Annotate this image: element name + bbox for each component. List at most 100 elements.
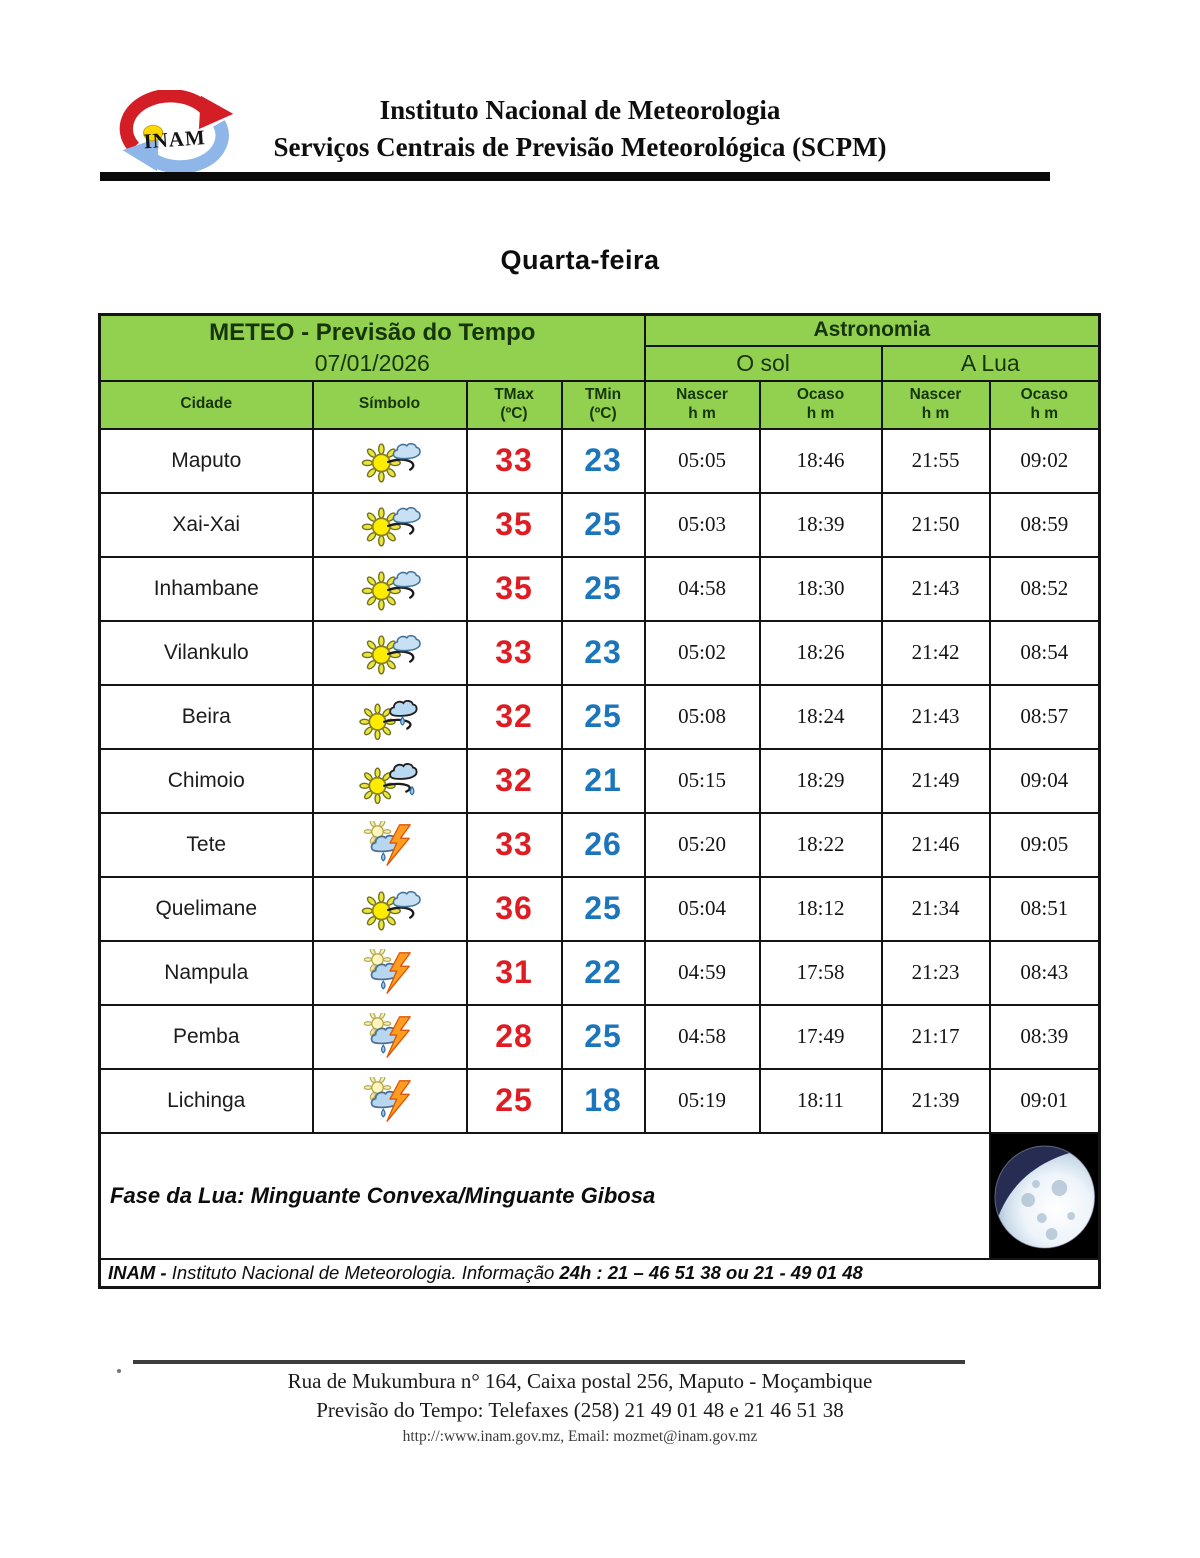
rain-cloud-icon [388, 762, 417, 780]
forecast-row: Lichinga 25 18 05:19 18:11 21:39 09:01 [98, 1067, 1101, 1134]
moon-rise-time: 21:42 [880, 619, 991, 686]
sun-rise-time: 05:19 [643, 1067, 761, 1134]
moon-group-header: A Lua [880, 344, 1101, 382]
city-name: Pemba [98, 1003, 314, 1070]
raindrop-icon [380, 979, 386, 990]
city-name: Vilankulo [98, 619, 314, 686]
partly-cloudy-icon [361, 442, 421, 483]
lightning-icon [385, 823, 411, 866]
tmax-value: 31 [465, 939, 563, 1006]
moon-set-time: 08:51 [988, 875, 1101, 942]
sun-group-header: O sol [643, 344, 883, 382]
moon-photo [991, 1134, 1098, 1257]
raindrop-icon [409, 785, 414, 796]
moon-rise-time: 21:43 [880, 683, 991, 750]
col-header-moonset: Ocaso h m [988, 379, 1101, 430]
header-rule [100, 172, 1050, 181]
sun-set-time: 17:49 [758, 1003, 883, 1070]
info-phones: 24h : 21 – 46 51 38 ou 21 - 49 01 48 [559, 1261, 863, 1283]
city-name: Lichinga [98, 1067, 314, 1134]
moon-rise-time: 21:43 [880, 555, 991, 622]
city-name: Inhambane [98, 555, 314, 622]
moon-set-time: 08:39 [988, 1003, 1101, 1070]
inam-info-line: INAM - Instituto Nacional de Meteorologi… [98, 1257, 1101, 1289]
meteo-header: METEO - Previsão do Tempo 07/01/2026 [98, 313, 646, 382]
footer-web: http://:www.inam.gov.mz, Email: mozmet@i… [402, 1428, 758, 1445]
astronomy-header: Astronomia [643, 313, 1101, 347]
forecast-table-wrap: METEO - Previsão do Tempo 07/01/2026 Ast… [98, 313, 1102, 1289]
meteo-title: METEO - Previsão do Tempo [209, 318, 536, 346]
forecast-row: Chimoio 32 21 05:15 18:29 21:49 09:04 [98, 747, 1101, 814]
sun-rise-time: 04:58 [643, 1003, 761, 1070]
tmax-value: 33 [465, 811, 563, 878]
forecast-row: Quelimane 36 25 05:04 18:12 21:34 08:51 [98, 875, 1101, 942]
city-name: Xai-Xai [98, 491, 314, 558]
thunderstorm-icon [363, 820, 411, 866]
tmax-value: 32 [465, 683, 563, 750]
moon-set-time: 09:04 [988, 747, 1101, 814]
moon-set-time: 09:01 [988, 1067, 1101, 1134]
moon-set-time: 08:59 [988, 491, 1101, 558]
sun-icon [361, 442, 401, 483]
info-middle: Instituto Nacional de Meteorologia. Info… [171, 1261, 560, 1283]
col-header-tmax: TMax (ºC) [465, 379, 563, 430]
tmin-value: 25 [560, 1003, 646, 1070]
tmin-value: 25 [560, 555, 646, 622]
sun-rise-time: 05:03 [643, 491, 761, 558]
city-name: Chimoio [98, 747, 314, 814]
moon-set-time: 08:43 [988, 939, 1101, 1006]
tmax-value: 25 [465, 1067, 563, 1134]
moon-rise-time: 21:49 [880, 747, 991, 814]
moon-rise-time: 21:55 [880, 427, 991, 494]
partly-cloudy-icon [361, 570, 421, 611]
forecast-row: Maputo 33 23 05:05 18:46 21:55 09:02 [98, 427, 1101, 494]
city-name: Beira [98, 683, 314, 750]
sun-rise-time: 05:02 [643, 619, 761, 686]
sun-set-time: 18:24 [758, 683, 883, 750]
cloud-icon [392, 442, 421, 459]
tmin-value: 25 [560, 491, 646, 558]
partly-cloudy-icon [361, 506, 421, 547]
forecast-row: Xai-Xai 35 25 05:03 18:39 21:50 08:59 [98, 491, 1101, 558]
sun-rise-time: 04:58 [643, 555, 761, 622]
sun-rise-time: 05:20 [643, 811, 761, 878]
weather-symbol-partly-cloudy [311, 427, 468, 494]
partly-cloudy-icon [361, 890, 421, 931]
sun-set-time: 18:22 [758, 811, 883, 878]
forecast-row: Pemba 28 25 04:58 17:49 21:17 08:39 [98, 1003, 1101, 1070]
rain-cloud-icon [388, 699, 417, 717]
sun-icon [361, 890, 401, 931]
cloud-icon [392, 506, 421, 523]
sun-icon [361, 570, 401, 611]
lightning-icon [385, 1015, 411, 1058]
sun-set-time: 18:11 [758, 1067, 883, 1134]
moon-set-time: 08:57 [988, 683, 1101, 750]
weather-symbol-thunderstorm [311, 811, 468, 878]
weather-symbol-partly-cloudy [311, 875, 468, 942]
yellow-dot-icon [143, 124, 164, 142]
thunderstorm-icon [363, 1076, 411, 1122]
col-header-sunrise: Nascer h m [643, 379, 761, 430]
sun-icon [361, 506, 401, 547]
sun-set-time: 18:29 [758, 747, 883, 814]
weather-symbol-thunderstorm [311, 1067, 468, 1134]
cloud-icon [392, 570, 421, 587]
footer-phones: Previsão do Tempo: Telefaxes (258) 21 49… [316, 1398, 844, 1422]
weather-symbol-sun-rain-shower [311, 747, 468, 814]
tmax-value: 36 [465, 875, 563, 942]
partly-cloudy-icon [361, 634, 421, 675]
moon-phase-text: Fase da Lua: Minguante Convexa/Minguante… [98, 1131, 991, 1260]
sun-set-time: 17:58 [758, 939, 883, 1006]
city-name: Quelimane [98, 875, 314, 942]
tmax-value: 28 [465, 1003, 563, 1070]
raindrop-icon [380, 1043, 386, 1054]
weather-symbol-thunderstorm [311, 939, 468, 1006]
weather-symbol-partly-cloudy [311, 555, 468, 622]
moon-set-time: 09:05 [988, 811, 1101, 878]
col-header-city: Cidade [98, 379, 314, 430]
logo-text: INAM [143, 125, 207, 153]
tmin-value: 23 [560, 427, 646, 494]
tmin-value: 21 [560, 747, 646, 814]
sun-rise-time: 04:59 [643, 939, 761, 1006]
